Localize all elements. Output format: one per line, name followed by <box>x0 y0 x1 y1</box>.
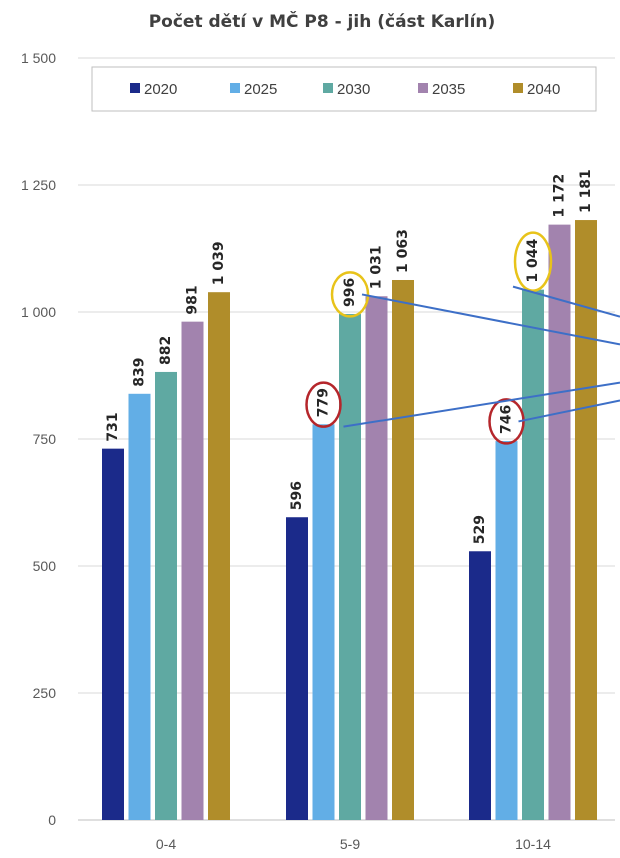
chart-title: Počet dětí v MČ P8 - jih (část Karlín) <box>149 10 496 32</box>
bar-5-9-2025 <box>313 424 335 820</box>
y-tick-label: 750 <box>33 431 57 447</box>
data-label: 1 063 <box>395 229 411 273</box>
data-label: 529 <box>472 515 488 544</box>
data-label: 746 <box>499 405 515 434</box>
legend-label: 2020 <box>144 81 177 98</box>
y-tick-label: 250 <box>33 685 57 701</box>
y-tick-label: 0 <box>48 812 56 828</box>
legend: 2020 2025 2030 2035 2040 <box>92 67 596 111</box>
bar-10-14-2020 <box>469 551 491 820</box>
x-axis: 0-4 5-9 10-14 <box>156 836 551 852</box>
data-label: 731 <box>105 412 121 441</box>
legend-swatch <box>513 83 523 93</box>
data-label: 596 <box>289 481 305 510</box>
legend-label: 2030 <box>337 81 370 98</box>
data-label: 1 181 <box>578 169 594 213</box>
y-tick-label: 1 250 <box>21 177 56 193</box>
x-tick-label: 10-14 <box>515 836 551 852</box>
legend-swatch <box>130 83 140 93</box>
legend-label: 2040 <box>527 81 560 98</box>
y-tick-label: 500 <box>33 558 57 574</box>
bar-0-4-2025 <box>129 394 151 820</box>
data-label: 981 <box>185 285 201 314</box>
bar-5-9-2020 <box>286 517 308 820</box>
bar-10-14-2025 <box>496 441 518 820</box>
y-tick-label: 1 500 <box>21 50 56 66</box>
bar-5-9-2035 <box>366 296 388 820</box>
bar-5-9-2030 <box>339 314 361 820</box>
data-label: 1 044 <box>525 239 541 283</box>
data-label: 1 172 <box>552 174 568 218</box>
bar-0-4-2035 <box>182 322 204 820</box>
bar-10-14-2030 <box>522 290 544 820</box>
bar-10-14-2035 <box>549 225 571 820</box>
bars <box>102 220 597 820</box>
legend-swatch <box>418 83 428 93</box>
data-label: 1 031 <box>369 245 385 289</box>
bar-0-4-2040 <box>208 292 230 820</box>
legend-label: 2035 <box>432 81 465 98</box>
legend-swatch <box>230 83 240 93</box>
data-label: 839 <box>132 358 148 387</box>
y-axis: 0 250 500 750 1 000 1 250 1 500 <box>21 50 56 828</box>
bar-0-4-2030 <box>155 372 177 820</box>
legend-swatch <box>323 83 333 93</box>
data-label: 882 <box>158 336 174 365</box>
data-label: 1 039 <box>211 241 227 285</box>
data-label: 779 <box>316 388 332 417</box>
y-tick-label: 1 000 <box>21 304 56 320</box>
bar-5-9-2040 <box>392 280 414 820</box>
x-tick-label: 0-4 <box>156 836 176 852</box>
legend-label: 2025 <box>244 81 277 98</box>
bar-0-4-2020 <box>102 449 124 820</box>
data-label: 996 <box>342 278 358 307</box>
x-tick-label: 5-9 <box>340 836 360 852</box>
